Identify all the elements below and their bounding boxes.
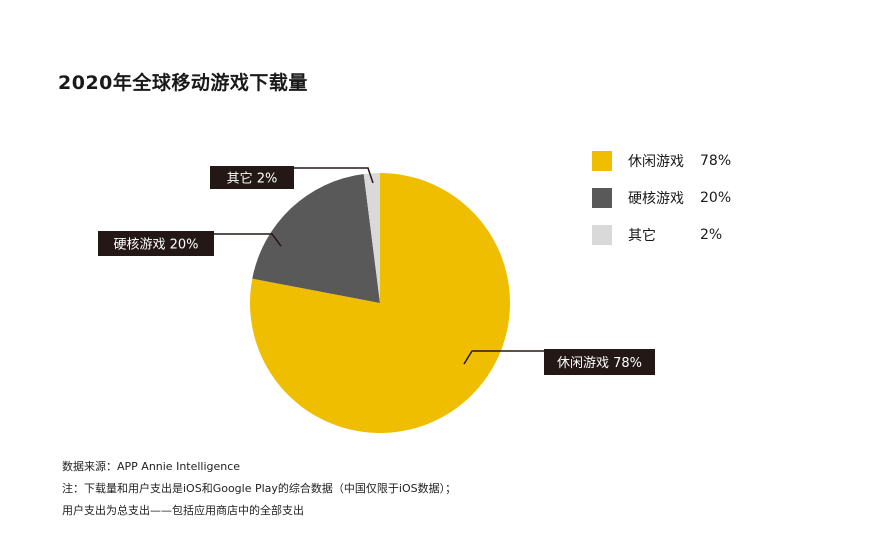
legend-value-hardcore: 20%: [700, 190, 732, 206]
legend-item-casual: 休闲游戏 78%: [592, 150, 731, 172]
callout-casual-leader-line: [463, 350, 544, 365]
callout-hardcore-text: 硬核游戏 20%: [113, 238, 198, 253]
pie-slice-casual: [250, 173, 511, 434]
callout-other-box: [210, 166, 294, 189]
legend: 休闲游戏 78% 硬核游戏 20% 其它 2%: [592, 150, 731, 261]
callout-other-text: 其它 2%: [227, 171, 278, 187]
legend-item-other: 其它 2%: [592, 224, 731, 246]
legend-swatch-casual: [592, 151, 612, 171]
callout-hardcore: 硬核游戏 20%: [98, 231, 282, 256]
legend-value-other: 2%: [700, 227, 723, 243]
callout-other-leader-line: [294, 167, 374, 184]
callout-hardcore-leader-line: [214, 233, 282, 247]
legend-label-casual: 休闲游戏: [628, 154, 684, 170]
callout-other: 其它 2%: [210, 166, 374, 189]
legend-label-other: 其它: [628, 228, 656, 244]
legend-value-casual: 78%: [700, 153, 732, 169]
legend-swatch-hardcore: [592, 188, 612, 208]
chart-title: 2020年全球移动游戏下载量: [58, 72, 308, 94]
callout-casual: 休闲游戏 78%: [463, 349, 655, 375]
legend-label-hardcore: 硬核游戏: [628, 191, 684, 207]
footnotes: 数据来源：APP Annie Intelligence 注：下载量和用户支出是i…: [62, 456, 456, 522]
legend-swatch-other: [592, 225, 612, 245]
pie-slice-other: [363, 173, 380, 303]
source-note: 数据来源：APP Annie Intelligence: [62, 460, 241, 473]
legend-item-hardcore: 硬核游戏 20%: [592, 187, 731, 209]
spending-note: 用户支出为总支出——包括应用商店中的全部支出: [62, 504, 304, 517]
data-note: 注：下载量和用户支出是iOS和Google Play的综合数据（中国仅限于iOS…: [62, 482, 457, 495]
callout-hardcore-box: [98, 231, 214, 256]
pie-slice-hardcore: [252, 174, 380, 303]
callout-casual-box: [544, 349, 655, 375]
callout-casual-text: 休闲游戏 78%: [557, 356, 642, 371]
